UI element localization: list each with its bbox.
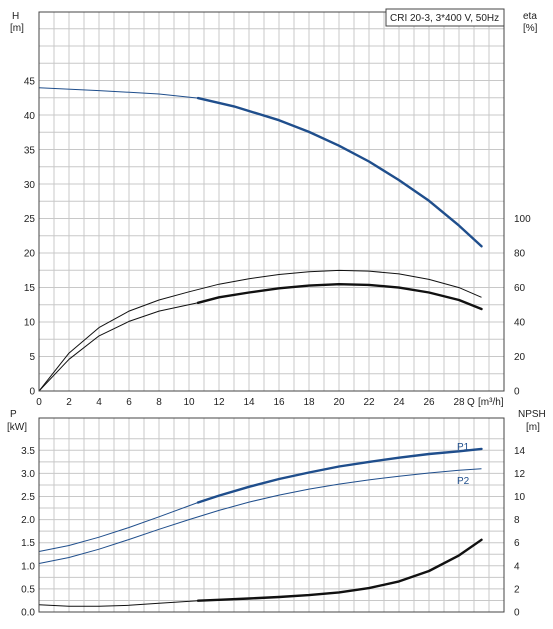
series-line-0-1 [38,269,482,392]
y-left-tick-label: 3.5 [21,446,35,457]
series-label-p1: P1 [457,442,470,453]
y-right-tick-label: 4 [514,561,520,572]
x-tick-label: 24 [393,397,405,408]
q-axis-unit: [m³/h] [478,397,504,408]
lower-panel-frame [38,417,505,613]
y-right-tick-label: 100 [514,214,531,225]
y-left-tick-label: 1.5 [21,538,35,549]
lower-panel-grid [39,418,504,612]
y-left-tick-label: 5 [29,352,35,363]
y-right-tick-label: 80 [514,249,526,260]
p-axis-label: P [10,409,17,420]
eta-axis-label: eta [523,11,537,22]
h-axis-unit: [m] [10,23,24,34]
x-tick-label: 20 [333,397,345,408]
y-left-tick-label: 25 [24,214,36,225]
x-tick-label: 22 [363,397,375,408]
y-right-tick-label: 14 [514,446,526,457]
y-right-tick-label: 20 [514,352,526,363]
legend-box [385,8,505,27]
x-tick-label: 10 [183,397,195,408]
y-right-tick-label: 12 [514,469,526,480]
y-right-tick-label: 0 [514,387,520,398]
y-right-tick-label: 2 [514,584,520,595]
y-right-tick-label: 8 [514,515,520,526]
y-left-tick-label: 10 [24,318,36,329]
y-left-tick-label: 45 [24,76,36,87]
series-line-bold-1-2 [196,538,483,602]
y-right-tick-label: 0 [514,608,520,619]
legend-text: CRI 20-3, 3*400 V, 50Hz [390,13,499,24]
x-tick-label: 26 [423,397,435,408]
p-axis-unit: [kW] [7,422,27,433]
y-left-tick-label: 2.5 [21,492,35,503]
upper-panel-frame [38,11,505,392]
lower-panel-curves [38,447,483,607]
y-left-tick-label: 40 [24,111,36,122]
y-left-tick-label: 0.0 [21,608,35,619]
x-tick-label: 0 [36,397,42,408]
x-tick-label: 16 [273,397,285,408]
series-line-bold-0-0 [196,96,483,248]
lower-panel-labels: 0.0 0.5 1.0 1.5 2.0 2.5 3.0 3.5 0 2 4 6 8 10 12 14 [21,446,525,619]
series-line-bold-0-2 [196,283,483,311]
y-left-tick-label: 0 [29,387,35,398]
y-right-tick-label: 40 [514,318,526,329]
x-tick-label: 12 [213,397,225,408]
series-line-1-0 [38,448,482,552]
y-right-tick-label: 60 [514,283,526,294]
x-tick-label: 2 [66,397,72,408]
h-axis-label: H [12,11,19,22]
series-line-1-2 [38,539,482,607]
npsh-axis-label: NPSH [518,409,546,420]
y-left-tick-label: 0.5 [21,584,35,595]
x-tick-label: 28 [453,397,465,408]
series-line-1-1 [38,468,482,564]
x-tick-label: 18 [303,397,315,408]
y-left-tick-label: 2.0 [21,515,35,526]
x-tick-label: 8 [156,397,162,408]
eta-axis-unit: [%] [523,23,538,34]
x-tick-label: 14 [243,397,255,408]
y-left-tick-label: 3.0 [21,469,35,480]
series-line-bold-1-0 [196,447,483,504]
x-tick-label: 4 [96,397,102,408]
x-tick-label: 6 [126,397,132,408]
series-label-p2: P2 [457,476,470,487]
upper-panel-grid [39,12,504,391]
upper-panel-curves [38,87,483,392]
y-left-tick-label: 1.0 [21,561,35,572]
y-left-tick-label: 30 [24,180,36,191]
q-axis-label: Q [467,397,475,408]
y-left-tick-label: 20 [24,249,36,260]
y-left-tick-label: 15 [24,283,36,294]
y-right-tick-label: 6 [514,538,520,549]
y-right-tick-label: 10 [514,492,526,503]
series-line-0-2 [38,283,482,392]
npsh-axis-unit: [m] [526,422,540,433]
y-left-tick-label: 35 [24,145,36,156]
